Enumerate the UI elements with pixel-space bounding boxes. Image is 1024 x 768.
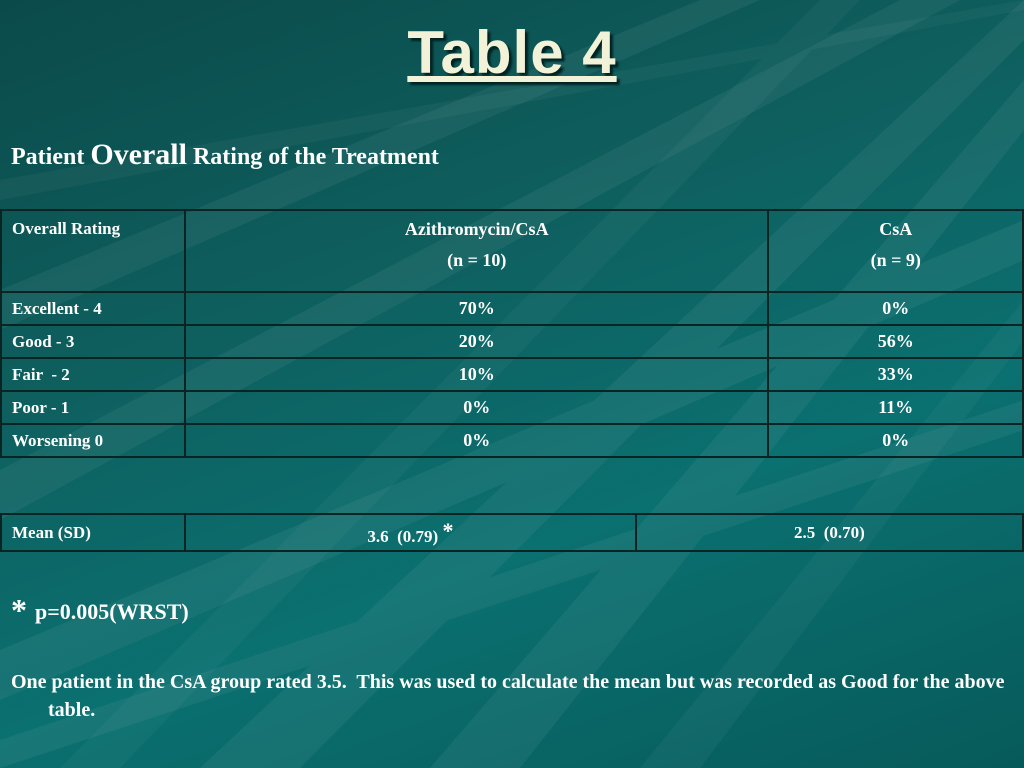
mean-label: Mean (SD) — [0, 513, 186, 552]
table-row: Poor - 1 0% 11% — [0, 390, 1024, 425]
rating-table: Overall Rating Azithromycin/CsA (n = 10)… — [0, 209, 1024, 458]
cell-azithro: 0% — [183, 423, 770, 458]
header-azithro-name: Azithromycin/CsA — [404, 219, 549, 239]
slide-title: Table 4 — [407, 19, 617, 86]
table-subtitle: Patient Overall Rating of the Treatment — [11, 138, 439, 172]
header-csa-name: CsA — [879, 219, 913, 239]
cell-azithro: 70% — [183, 291, 770, 326]
header-azithromycin-csa: Azithromycin/CsA (n = 10) — [183, 209, 770, 293]
cell-csa: 33% — [767, 357, 1024, 392]
row-label: Poor - 1 — [0, 390, 186, 425]
footnote-text: p=0.005(WRST) — [35, 599, 189, 624]
significance-marker: * — [442, 518, 454, 543]
cell-csa: 11% — [767, 390, 1024, 425]
table-row: Fair - 2 10% 33% — [0, 357, 1024, 392]
cell-azithro: 0% — [183, 390, 770, 425]
mean-table: Mean (SD) 3.6 (0.79) * 2.5 (0.70) — [0, 513, 1024, 552]
cell-csa: 0% — [767, 291, 1024, 326]
row-label: Fair - 2 — [0, 357, 186, 392]
mean-azithro-cell: 3.6 (0.79) * — [184, 513, 637, 552]
cell-azithro: 10% — [183, 357, 770, 392]
header-overall-rating: Overall Rating — [0, 209, 186, 293]
explanatory-note: One patient in the CsA group rated 3.5. … — [11, 671, 1010, 721]
row-label: Excellent - 4 — [0, 291, 186, 326]
table-header-row: Overall Rating Azithromycin/CsA (n = 10)… — [0, 209, 1024, 293]
header-csa: CsA (n = 9) — [767, 209, 1024, 293]
row-label: Good - 3 — [0, 324, 186, 359]
subtitle-part1: Patient — [11, 144, 85, 170]
cell-csa: 56% — [767, 324, 1024, 359]
footnote-marker: * — [11, 592, 27, 628]
row-label: Worsening 0 — [0, 423, 186, 458]
mean-row: Mean (SD) 3.6 (0.79) * 2.5 (0.70) — [0, 513, 1024, 552]
mean-azithro-value: 3.6 (0.79) — [367, 527, 439, 546]
footnote: * p=0.005(WRST) — [11, 592, 189, 629]
cell-csa: 0% — [767, 423, 1024, 458]
table-row: Worsening 0 0% 0% — [0, 423, 1024, 458]
table-row: Good - 3 20% 56% — [0, 324, 1024, 359]
table-row: Excellent - 4 70% 0% — [0, 291, 1024, 326]
header-csa-n: (n = 9) — [870, 250, 921, 270]
subtitle-part2: Overall — [90, 138, 187, 171]
subtitle-part3: Rating of the Treatment — [192, 144, 439, 170]
header-azithro-n: (n = 10) — [447, 250, 507, 270]
mean-csa-value: 2.5 (0.70) — [634, 513, 1024, 552]
cell-azithro: 20% — [183, 324, 770, 359]
